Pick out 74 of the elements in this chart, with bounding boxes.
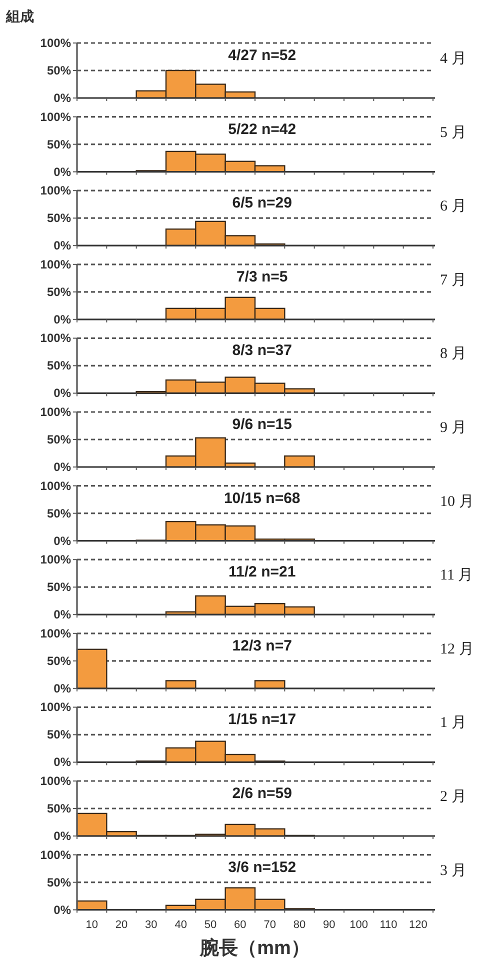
text: 7 月: [440, 272, 466, 288]
chart-title: 3/6 n=152: [228, 858, 296, 876]
y-tick-label: 0%: [54, 164, 72, 179]
y-tick-label: 0%: [54, 902, 72, 917]
y-tick-label: 50%: [46, 506, 72, 520]
y-tick-label: 0%: [54, 608, 72, 622]
y-tick-label: 50%: [46, 728, 72, 742]
text: 10 月: [440, 494, 474, 510]
y-tick-label: 100%: [40, 405, 72, 419]
x-tick-label: 50: [204, 918, 217, 931]
y-tick-label: 100%: [40, 848, 72, 862]
y-tick-label: 0%: [54, 312, 72, 326]
text: 11 月: [440, 568, 474, 584]
y-tick-label: 100%: [40, 774, 72, 788]
y-tick-label: 50%: [46, 358, 72, 373]
y-tick-label: 0%: [54, 460, 72, 474]
y-tick-label: 50%: [46, 654, 72, 668]
chart-title: 5/22 n=42: [228, 120, 296, 138]
y-tick-label: 50%: [46, 211, 72, 226]
chart-title: 9/6 n=15: [232, 416, 292, 433]
y-tick-label: 0%: [54, 829, 72, 843]
y-tick-label: 100%: [40, 626, 72, 640]
y-tick-label: 50%: [46, 137, 72, 152]
text: 8 月: [440, 346, 466, 362]
x-tick-label: 100: [350, 918, 368, 931]
text: 1 月: [440, 715, 466, 732]
text: 5 月: [440, 124, 466, 141]
y-tick-label: 0%: [54, 238, 72, 253]
x-tick-label: 70: [264, 918, 276, 931]
chart-title: 11/2 n=21: [228, 564, 296, 581]
chart-title: 8/3 n=37: [232, 342, 292, 360]
x-tick-label: 80: [293, 918, 306, 931]
y-tick-label: 50%: [46, 64, 72, 78]
text: 2 月: [440, 789, 466, 805]
y-tick-label: 100%: [40, 552, 72, 567]
x-tick-label: 30: [145, 918, 158, 931]
chart-title: 7/3 n=5: [236, 268, 288, 286]
x-tick-label: 110: [380, 918, 398, 931]
text: 4 月: [440, 51, 466, 67]
y-tick-label: 100%: [40, 478, 72, 493]
text: 3 月: [440, 862, 466, 879]
y-tick-label: 50%: [46, 875, 72, 890]
y-tick-label: 50%: [46, 802, 72, 816]
y-tick-label: 100%: [40, 110, 72, 124]
x-tick-label: 10: [86, 918, 98, 931]
x-tick-label: 60: [234, 918, 246, 931]
x-tick-label: 40: [174, 918, 187, 931]
y-tick-label: 0%: [54, 755, 72, 770]
chart-title: 12/3 n=7: [232, 637, 292, 654]
y-tick-label: 100%: [40, 36, 72, 50]
chart-title: 4/27 n=52: [228, 47, 296, 64]
chart-title: 2/6 n=59: [232, 785, 292, 802]
chart-title: 10/15 n=68: [224, 490, 300, 507]
x-axis-title: 腕長（mm）: [199, 936, 310, 959]
x-tick-label: 90: [323, 918, 336, 931]
y-axis-title: 組成: [5, 8, 34, 24]
y-tick-label: 50%: [46, 580, 72, 594]
y-tick-label: 0%: [54, 534, 72, 548]
chart-title: 6/5 n=29: [232, 194, 292, 212]
y-tick-label: 0%: [54, 681, 72, 696]
chart-title: 1/15 n=17: [228, 711, 296, 728]
text: 9 月: [440, 420, 466, 436]
text: 6 月: [440, 198, 466, 215]
y-tick-label: 50%: [46, 284, 72, 299]
y-tick-label: 100%: [40, 331, 72, 346]
x-tick-label: 20: [115, 918, 128, 931]
y-tick-label: 0%: [54, 386, 72, 400]
y-tick-label: 100%: [40, 700, 72, 714]
y-tick-label: 0%: [54, 91, 72, 105]
x-tick-label: 120: [408, 918, 428, 931]
y-tick-label: 100%: [40, 184, 72, 198]
text: 12 月: [440, 641, 474, 658]
y-tick-label: 50%: [46, 432, 72, 446]
y-tick-label: 100%: [40, 257, 72, 272]
